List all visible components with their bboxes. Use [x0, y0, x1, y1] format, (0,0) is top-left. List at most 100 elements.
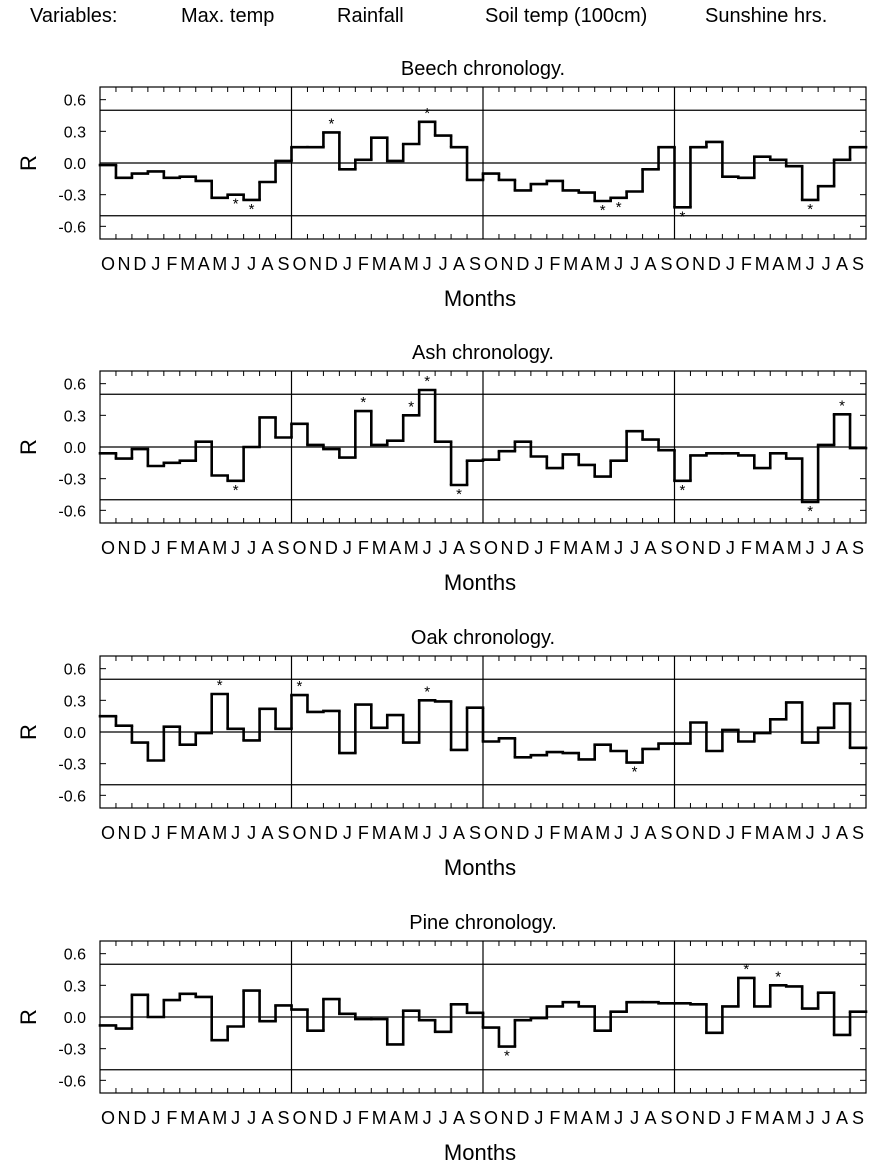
month-tick-label: M	[755, 254, 770, 274]
month-tick-label: O	[484, 538, 498, 558]
month-tick-label: D	[133, 538, 146, 558]
y-tick-label: 0.3	[64, 978, 86, 995]
month-tick-label: M	[404, 254, 419, 274]
month-tick-label: J	[822, 1108, 831, 1128]
month-tick-label: A	[389, 823, 401, 843]
significance-marker: *	[424, 683, 430, 700]
month-tick-label: S	[278, 538, 290, 558]
significance-marker: *	[360, 394, 366, 411]
month-tick-label: M	[787, 823, 802, 843]
month-tick-label: S	[278, 254, 290, 274]
month-tick-label: S	[469, 538, 481, 558]
month-tick-label: M	[372, 1108, 387, 1128]
month-tick-label: O	[675, 1108, 689, 1128]
month-tick-label: J	[343, 823, 352, 843]
month-tick-label: M	[563, 1108, 578, 1128]
month-tick-label: J	[726, 1108, 735, 1128]
month-tick-label: A	[581, 823, 593, 843]
significance-marker: *	[600, 202, 606, 219]
month-tick-label: F	[741, 823, 752, 843]
month-tick-label: S	[661, 1108, 673, 1128]
variable-soil-temp: Soil temp (100cm)	[485, 5, 648, 27]
month-tick-label: J	[151, 538, 160, 558]
month-tick-label: D	[708, 254, 721, 274]
month-tick-label: J	[822, 254, 831, 274]
month-tick-label: J	[726, 254, 735, 274]
month-tick-label: A	[262, 1108, 274, 1128]
month-tick-label: J	[439, 538, 448, 558]
month-tick-label: J	[630, 254, 639, 274]
y-axis-label: R	[16, 439, 41, 455]
month-tick-label: A	[645, 538, 657, 558]
month-tick-label: N	[117, 823, 130, 843]
month-tick-label: D	[325, 823, 338, 843]
month-tick-label: M	[212, 538, 227, 558]
month-tick-label: J	[151, 254, 160, 274]
significance-marker: *	[807, 201, 813, 218]
significance-marker: *	[456, 486, 462, 503]
month-tick-label: N	[500, 254, 513, 274]
y-tick-label: -0.6	[58, 1073, 86, 1090]
month-tick-label: A	[262, 254, 274, 274]
month-tick-label: A	[262, 538, 274, 558]
month-tick-label: A	[772, 823, 784, 843]
x-axis-label: Months	[444, 570, 516, 595]
month-tick-label: J	[343, 1108, 352, 1128]
month-tick-label: J	[726, 823, 735, 843]
month-tick-label: J	[614, 538, 623, 558]
month-tick-label: J	[614, 823, 623, 843]
month-tick-label: N	[309, 538, 322, 558]
month-tick-label: S	[852, 254, 864, 274]
significance-marker: *	[632, 764, 638, 781]
variables-label: Variables:	[30, 5, 118, 27]
month-tick-label: M	[372, 823, 387, 843]
month-tick-label: M	[563, 254, 578, 274]
x-axis-label: Months	[444, 286, 516, 311]
month-tick-label: S	[852, 538, 864, 558]
month-tick-label: D	[708, 823, 721, 843]
month-tick-label: J	[247, 823, 256, 843]
month-tick-label: O	[484, 254, 498, 274]
month-tick-label: M	[212, 823, 227, 843]
significance-marker: *	[807, 503, 813, 520]
month-tick-label: D	[708, 538, 721, 558]
month-tick-label: J	[231, 538, 240, 558]
month-tick-label: D	[516, 538, 529, 558]
y-tick-label: 0.0	[64, 725, 86, 742]
month-tick-label: M	[404, 823, 419, 843]
month-tick-label: N	[117, 1108, 130, 1128]
month-tick-label: N	[309, 254, 322, 274]
month-tick-label: D	[133, 823, 146, 843]
significance-marker: *	[249, 201, 255, 218]
month-tick-label: A	[453, 823, 465, 843]
x-axis-label: Months	[444, 855, 516, 880]
y-tick-label: -0.6	[58, 219, 86, 236]
month-tick-label: J	[806, 538, 815, 558]
month-tick-label: J	[822, 823, 831, 843]
significance-marker: *	[680, 482, 686, 499]
month-tick-label: M	[787, 254, 802, 274]
month-tick-label: S	[278, 1108, 290, 1128]
month-tick-label: O	[484, 823, 498, 843]
month-tick-label: M	[404, 538, 419, 558]
month-tick-label: A	[836, 823, 848, 843]
month-tick-label: F	[166, 538, 177, 558]
month-tick-label: J	[231, 823, 240, 843]
month-tick-label: A	[198, 1108, 210, 1128]
month-tick-label: J	[806, 254, 815, 274]
significance-marker: *	[328, 115, 334, 132]
month-tick-label: M	[787, 538, 802, 558]
month-tick-label: J	[439, 1108, 448, 1128]
month-tick-label: N	[309, 1108, 322, 1128]
month-tick-label: M	[755, 538, 770, 558]
month-tick-label: A	[198, 823, 210, 843]
month-tick-label: J	[247, 538, 256, 558]
month-tick-label: M	[212, 1108, 227, 1128]
month-tick-label: J	[247, 254, 256, 274]
month-tick-label: O	[101, 823, 115, 843]
month-tick-label: N	[309, 823, 322, 843]
month-tick-label: N	[692, 823, 705, 843]
month-tick-label: M	[180, 823, 195, 843]
y-tick-label: 0.6	[64, 377, 86, 394]
y-tick-label: -0.6	[58, 788, 86, 805]
